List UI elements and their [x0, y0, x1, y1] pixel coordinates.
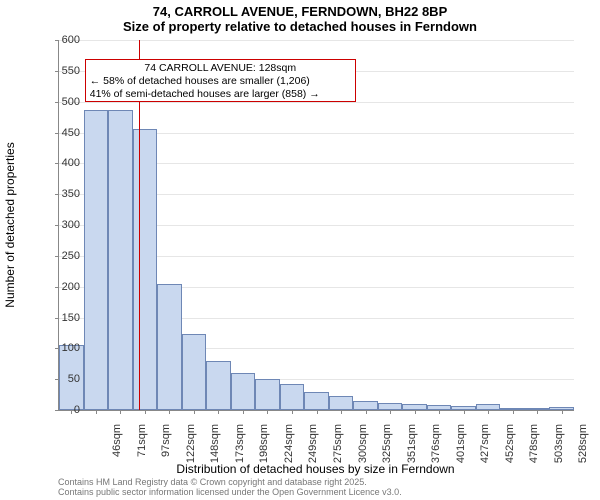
x-tick-label: 71sqm	[136, 424, 148, 474]
x-tick-label: 198sqm	[258, 424, 270, 474]
x-tick-label: 351sqm	[406, 424, 418, 474]
y-tick-label: 550	[40, 65, 80, 77]
y-tick-label: 150	[40, 312, 80, 324]
y-tick-label: 50	[40, 373, 80, 385]
x-tick-label: 249sqm	[307, 424, 319, 474]
x-tick-label: 503sqm	[553, 424, 565, 474]
y-tick-label: 100	[40, 342, 80, 354]
x-tick-mark	[317, 410, 318, 414]
callout-line-3: 41% of semi-detached houses are larger (…	[90, 88, 351, 101]
bar	[231, 373, 256, 410]
y-tick-label: 200	[40, 281, 80, 293]
x-tick-label: 452sqm	[504, 424, 516, 474]
x-tick-label: 300sqm	[357, 424, 369, 474]
x-tick-label: 173sqm	[234, 424, 246, 474]
x-tick-mark	[513, 410, 514, 414]
title-line-1: 74, CARROLL AVENUE, FERNDOWN, BH22 8BP	[0, 4, 600, 19]
bar	[255, 379, 280, 410]
x-tick-mark	[415, 410, 416, 414]
titles: 74, CARROLL AVENUE, FERNDOWN, BH22 8BP S…	[0, 4, 600, 34]
plot-area: 74 CARROLL AVENUE: 128sqm← 58% of detach…	[58, 40, 574, 411]
y-tick-label: 300	[40, 219, 80, 231]
x-tick-label: 528sqm	[577, 424, 589, 474]
y-tick-label: 350	[40, 188, 80, 200]
x-tick-label: 325sqm	[381, 424, 393, 474]
x-tick-mark	[390, 410, 391, 414]
x-tick-mark	[439, 410, 440, 414]
x-tick-label: 401sqm	[455, 424, 467, 474]
x-tick-mark	[145, 410, 146, 414]
x-tick-label: 275sqm	[332, 424, 344, 474]
x-tick-mark	[169, 410, 170, 414]
bar	[133, 129, 158, 410]
y-axis-label: Number of detached properties	[3, 142, 17, 307]
x-tick-mark	[267, 410, 268, 414]
y-tick-label: 250	[40, 250, 80, 262]
x-tick-mark	[120, 410, 121, 414]
bar	[84, 110, 109, 410]
x-tick-mark	[96, 410, 97, 414]
x-tick-mark	[292, 410, 293, 414]
bar	[353, 401, 378, 410]
title-line-2: Size of property relative to detached ho…	[0, 19, 600, 34]
grid-line	[59, 102, 574, 103]
bar	[108, 110, 133, 410]
bar	[206, 361, 231, 410]
y-tick-label: 450	[40, 127, 80, 139]
x-tick-label: 122sqm	[185, 424, 197, 474]
x-tick-mark	[488, 410, 489, 414]
x-tick-mark	[464, 410, 465, 414]
footer: Contains HM Land Registry data © Crown c…	[58, 478, 402, 498]
callout-box: 74 CARROLL AVENUE: 128sqm← 58% of detach…	[85, 59, 356, 102]
callout-line-2: ← 58% of detached houses are smaller (1,…	[90, 75, 351, 88]
chart-container: 74, CARROLL AVENUE, FERNDOWN, BH22 8BP S…	[0, 0, 600, 500]
x-tick-label: 224sqm	[283, 424, 295, 474]
x-tick-mark	[366, 410, 367, 414]
x-tick-label: 46sqm	[111, 424, 123, 474]
bar	[329, 396, 354, 410]
x-tick-label: 427sqm	[479, 424, 491, 474]
footer-line-2: Contains public sector information licen…	[58, 488, 402, 498]
bar	[304, 392, 329, 411]
x-tick-mark	[243, 410, 244, 414]
bar	[378, 403, 403, 410]
grid-line	[59, 40, 574, 41]
x-tick-label: 148sqm	[209, 424, 221, 474]
bar	[182, 334, 207, 410]
y-tick-label: 500	[40, 96, 80, 108]
x-tick-mark	[194, 410, 195, 414]
y-tick-label: 600	[40, 34, 80, 46]
bar	[280, 384, 305, 410]
x-tick-mark	[341, 410, 342, 414]
x-tick-label: 478sqm	[528, 424, 540, 474]
x-tick-label: 97sqm	[160, 424, 172, 474]
x-tick-label: 376sqm	[430, 424, 442, 474]
y-tick-label: 400	[40, 157, 80, 169]
y-tick-label: 0	[40, 404, 80, 416]
callout-line-1: 74 CARROLL AVENUE: 128sqm	[90, 62, 351, 75]
x-tick-mark	[537, 410, 538, 414]
bar	[157, 284, 182, 410]
x-tick-mark	[218, 410, 219, 414]
x-tick-mark	[562, 410, 563, 414]
